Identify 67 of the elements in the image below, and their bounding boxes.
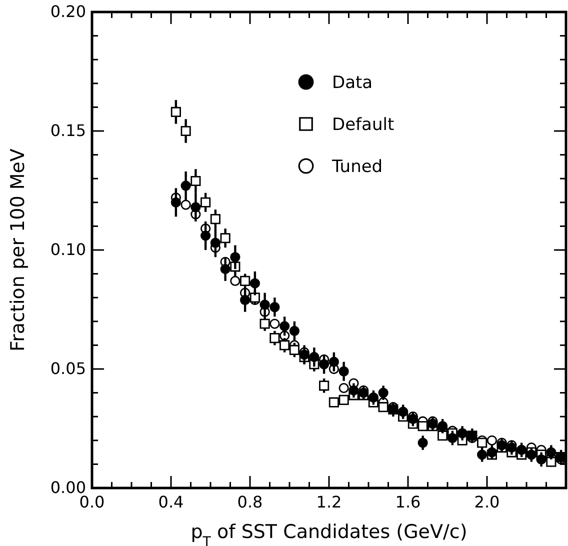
point xyxy=(180,200,191,210)
point xyxy=(496,440,507,450)
x-tick-label: 2.0 xyxy=(474,492,500,512)
x-tick-label: 0.4 xyxy=(158,492,184,512)
point xyxy=(180,126,191,136)
point xyxy=(250,278,260,288)
point xyxy=(358,388,369,398)
point xyxy=(270,318,280,329)
x-axis-title: p$_{T}$ of SST Candidates (GeV/c) xyxy=(190,521,468,546)
point xyxy=(328,356,340,367)
point xyxy=(319,380,330,391)
point xyxy=(180,180,191,191)
point xyxy=(418,421,428,432)
point xyxy=(279,321,290,332)
point xyxy=(240,276,250,286)
point xyxy=(536,454,546,464)
point xyxy=(437,421,448,432)
x-tick-label: 1.2 xyxy=(316,492,342,512)
point xyxy=(338,382,349,394)
y-tick-label: 0.10 xyxy=(50,240,86,260)
point xyxy=(438,430,448,441)
point xyxy=(190,176,201,186)
point xyxy=(289,326,300,336)
point xyxy=(270,333,280,344)
point xyxy=(486,435,498,446)
point xyxy=(170,106,181,117)
point xyxy=(418,438,428,448)
point xyxy=(328,397,339,408)
y-tick-label: 0.15 xyxy=(50,121,86,140)
y-tick-label: 0.05 xyxy=(50,359,86,378)
y-tick-label: 0.20 xyxy=(50,2,86,22)
x-tick-label: 0.0 xyxy=(79,492,105,512)
point xyxy=(240,294,250,306)
legend-label: Data xyxy=(332,73,373,93)
point xyxy=(486,447,498,458)
point xyxy=(447,432,458,444)
point xyxy=(348,385,359,396)
point xyxy=(318,359,330,370)
point xyxy=(170,197,182,208)
point xyxy=(526,450,537,460)
point xyxy=(289,344,300,355)
point xyxy=(250,292,260,303)
legend-label: Tuned xyxy=(331,157,383,177)
point xyxy=(428,418,438,429)
point xyxy=(477,438,488,448)
point xyxy=(190,202,201,212)
point xyxy=(408,414,418,424)
point xyxy=(270,302,280,312)
point xyxy=(338,366,349,376)
point xyxy=(378,388,388,398)
y-axis-title: Fraction per 100 MeV xyxy=(7,148,29,352)
point xyxy=(260,300,270,310)
legend-label: Default xyxy=(332,115,394,135)
point xyxy=(220,233,230,244)
point xyxy=(200,230,211,241)
point xyxy=(210,238,221,248)
point xyxy=(476,450,488,460)
x-tick-label: 0.8 xyxy=(237,492,263,512)
point xyxy=(230,276,240,286)
point xyxy=(220,264,230,274)
x-tick-label: 1.6 xyxy=(395,492,421,512)
point xyxy=(378,402,388,412)
point xyxy=(338,394,349,405)
point xyxy=(200,197,211,208)
point xyxy=(230,252,240,262)
point xyxy=(210,214,220,224)
point xyxy=(299,350,310,360)
